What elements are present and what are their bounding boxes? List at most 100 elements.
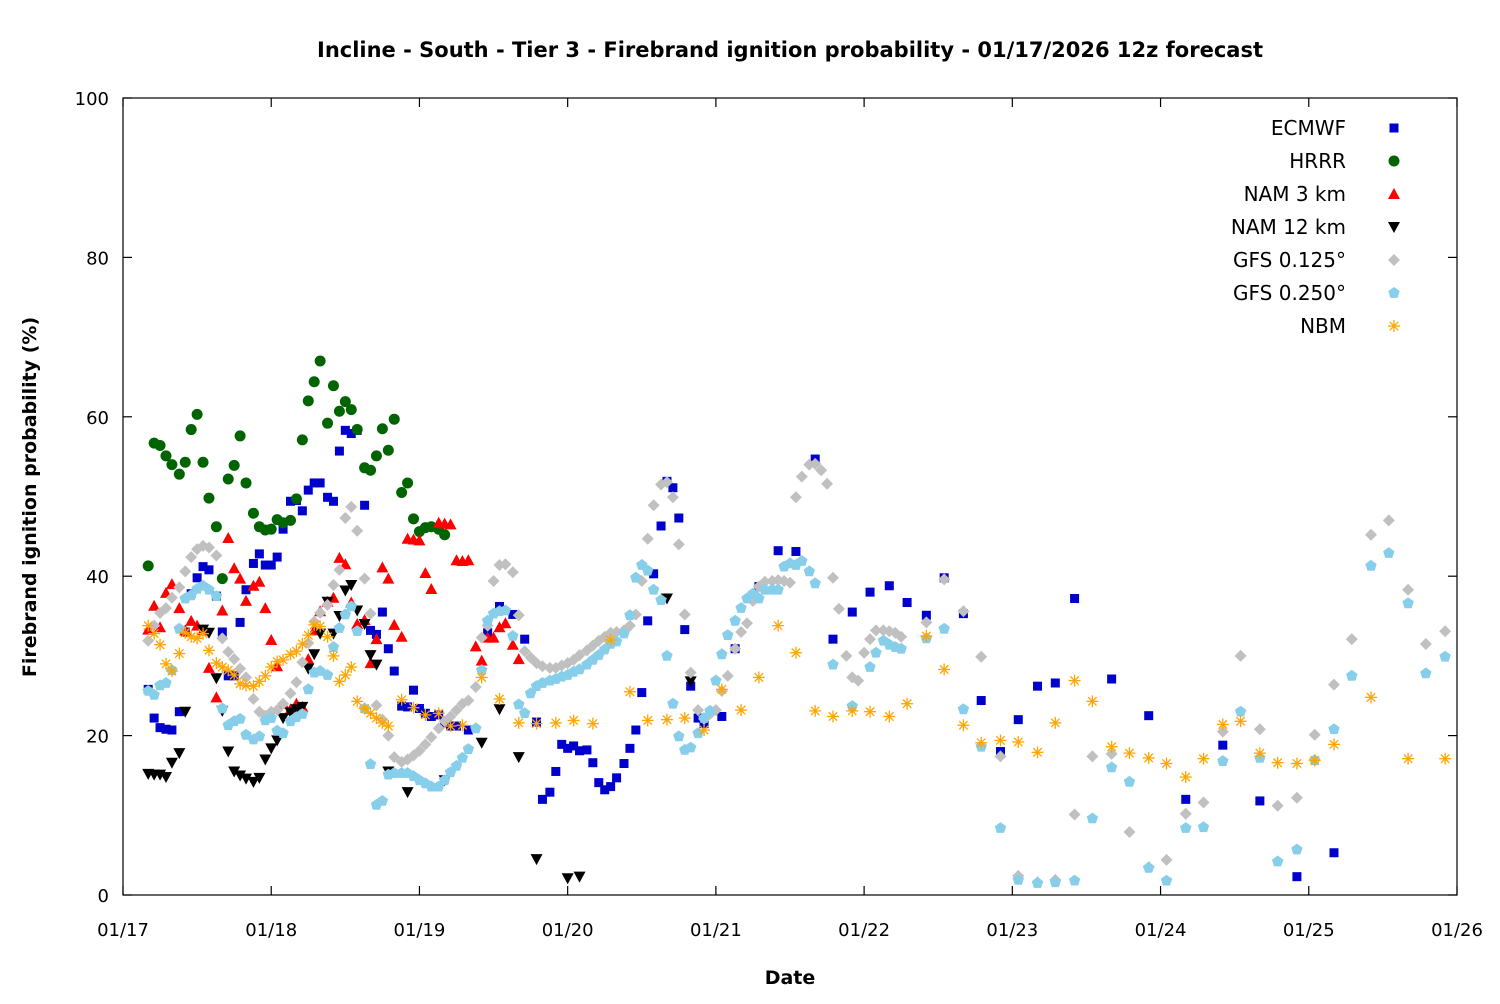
data-point [456,751,469,763]
data-point [173,602,186,614]
data-point [271,704,284,717]
data-point [314,628,327,640]
data-point [265,633,278,645]
data-point [499,604,512,616]
data-point [216,573,228,585]
data-point [809,457,822,470]
data-point [351,695,364,708]
data-point [630,571,642,583]
data-point [228,669,241,682]
data-point [1086,812,1099,824]
data-point [1144,711,1154,721]
data-point [921,610,931,620]
data-point [852,674,865,687]
data-point [826,710,839,723]
data-point [717,711,727,721]
data-point [507,630,519,641]
data-point [1218,740,1228,750]
data-point [382,720,395,733]
data-point [1123,826,1136,839]
data-point [1402,583,1415,596]
data-point [302,663,315,675]
data-point [296,637,309,650]
data-point [296,656,309,669]
data-point [660,713,673,726]
data-point [475,671,488,684]
data-point [296,701,309,713]
data-point [173,748,186,760]
data-point [308,618,321,631]
data-point [1327,738,1340,751]
data-point [160,677,172,688]
series-gfs-0-125- [142,457,1452,889]
data-point [1013,715,1023,725]
data-point [655,594,667,605]
x-tick-label: 01/19 [394,920,446,941]
data-point [573,871,586,883]
data-point [389,666,399,676]
data-point [741,617,754,630]
series-nbm [142,618,1452,784]
x-tick-label: 01/23 [986,920,1038,941]
data-point [1383,547,1395,558]
data-point [210,590,223,601]
data-point [735,704,748,717]
data-point [487,574,500,587]
data-point [1439,625,1452,638]
data-point [513,698,525,710]
data-point [302,395,314,407]
data-point [240,594,253,606]
data-point [684,666,697,679]
data-point [160,450,172,462]
data-point [222,473,234,485]
data-point [512,716,525,729]
data-point [284,687,297,700]
data-point [217,627,227,637]
data-point [240,679,253,692]
series-hrrr [142,355,451,585]
y-tick-label: 100 [75,89,109,110]
data-point [366,625,376,635]
data-point [272,552,282,562]
data-point [975,736,988,749]
data-point [506,638,519,650]
data-point [789,491,802,504]
data-point [403,702,413,712]
data-point [290,676,303,689]
data-point [1271,799,1284,812]
data-point [339,558,352,570]
data-point [567,714,580,727]
data-point [1068,808,1081,821]
data-point [1160,874,1173,886]
data-point [1181,794,1191,804]
data-point [198,562,208,572]
data-point [575,746,585,756]
data-point [680,625,690,635]
data-point [358,572,371,585]
data-point [222,746,235,758]
data-point [582,745,592,755]
data-point [975,650,988,663]
data-point [444,720,457,733]
legend-label: ECMWF [1271,116,1346,140]
data-point [210,549,223,562]
data-point [623,685,636,698]
x-tick-label: 01/21 [690,920,742,941]
data-point [240,773,253,785]
legend-marker [1389,123,1399,133]
data-point [327,641,340,652]
data-point [673,730,685,742]
data-point [148,599,161,611]
data-point [419,708,432,721]
data-point [197,456,209,468]
x-tick-label: 01/22 [838,920,890,941]
data-point [1012,873,1024,885]
data-point [1197,752,1210,765]
data-point [197,627,210,640]
data-point [519,707,531,719]
data-point [345,579,358,591]
data-point [759,583,771,595]
data-point [661,649,673,661]
data-point [419,567,432,579]
